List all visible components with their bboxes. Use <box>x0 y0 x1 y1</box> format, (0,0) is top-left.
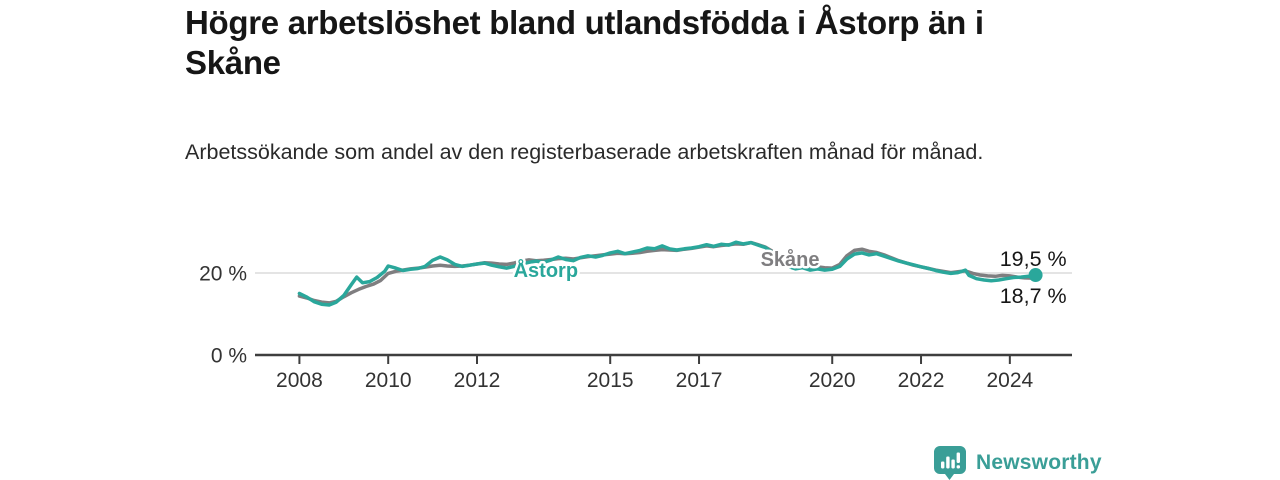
chart-subtitle: Arbetssökande som andel av den registerb… <box>185 140 984 164</box>
series-label-astorp: Åstorp <box>514 258 578 282</box>
x-tick-label: 2017 <box>676 369 723 392</box>
x-tick-label: 2015 <box>587 369 634 392</box>
series-line-astorp <box>297 240 1038 307</box>
brand-name: Newsworthy <box>976 450 1102 474</box>
y-tick-label: 20 % <box>199 262 247 285</box>
x-tick-label: 2012 <box>454 369 501 392</box>
page-title: Högre arbetslöshet bland utlandsfödda i … <box>185 4 984 81</box>
x-tick-label: 2008 <box>276 369 323 392</box>
bar-chart-speech-bubble-icon <box>934 446 966 480</box>
series-label-skane: Skåne <box>761 248 820 271</box>
end-value-label-skane: 18,7 % <box>1000 284 1067 308</box>
x-tick-label: 2024 <box>986 369 1033 392</box>
x-tick-label: 2022 <box>898 369 945 392</box>
end-value-label-astorp: 19,5 % <box>1000 247 1067 271</box>
y-tick-label: 0 % <box>211 345 247 368</box>
x-tick-label: 2020 <box>809 369 856 392</box>
x-tick-label: 2010 <box>365 369 412 392</box>
end-dot-astorp <box>1028 268 1043 283</box>
newsworthy-logo: Newsworthy <box>933 445 1102 480</box>
